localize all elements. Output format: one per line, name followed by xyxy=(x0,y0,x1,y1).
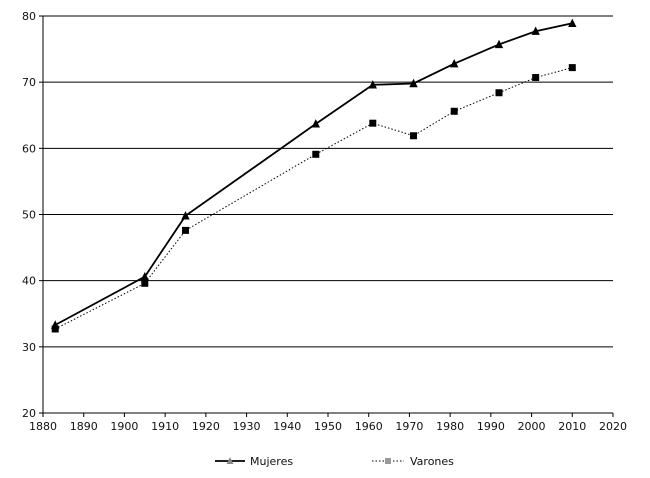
x-tick-label: 1930 xyxy=(233,420,261,433)
series-line-varones xyxy=(54,67,573,330)
legend-marker-mujeres xyxy=(226,457,234,464)
legend-item-varones: Varones xyxy=(372,455,454,468)
data-point-mujeres xyxy=(494,39,504,49)
x-tick-label: 1940 xyxy=(273,420,301,433)
x-tick-label: 1900 xyxy=(110,420,138,433)
legend-marker-varones xyxy=(385,458,391,464)
data-point-varones xyxy=(450,107,458,115)
data-point-mujeres xyxy=(140,271,149,281)
legend-label-varones: Varones xyxy=(410,455,454,468)
data-point-varones xyxy=(141,279,149,287)
y-axis-ticks: 20 30 40 50 60 70 80 xyxy=(22,10,43,420)
data-point-mujeres xyxy=(450,58,459,68)
series-line-mujeres xyxy=(54,22,573,326)
data-point-varones xyxy=(369,119,377,127)
data-point-varones xyxy=(182,226,189,234)
data-point-varones xyxy=(532,74,540,82)
data-point-mujeres xyxy=(368,80,377,89)
data-point-mujeres xyxy=(409,78,418,88)
legend-label-mujeres: Mujeres xyxy=(250,455,293,468)
y-tick-label: 30 xyxy=(22,341,36,354)
x-tick-label: 1970 xyxy=(395,420,423,433)
y-tick-label: 70 xyxy=(22,76,36,89)
x-tick-label: 1960 xyxy=(355,420,383,433)
x-tick-label: 2020 xyxy=(599,420,627,433)
data-point-varones xyxy=(312,150,320,158)
data-point-mujeres xyxy=(181,211,190,220)
data-point-varones xyxy=(495,89,503,97)
x-axis-ticks: 1880 1890 1900 1910 1920 1930 1940 1950 1960 1970… xyxy=(29,413,627,433)
y-tick-label: 20 xyxy=(22,407,36,420)
x-tick-label: 1990 xyxy=(477,420,505,433)
y-tick-label: 50 xyxy=(22,209,36,222)
data-point-mujeres xyxy=(531,26,540,35)
series-varones xyxy=(51,64,576,333)
y-tick-label: 60 xyxy=(22,142,36,155)
x-tick-label: 1980 xyxy=(436,420,464,433)
y-tick-label: 40 xyxy=(22,275,36,288)
data-point-varones xyxy=(51,325,59,333)
data-point-mujeres xyxy=(311,119,320,128)
y-tick-label: 80 xyxy=(22,10,36,23)
x-tick-label: 2010 xyxy=(558,420,586,433)
x-tick-label: 1880 xyxy=(29,420,57,433)
legend-item-mujeres: Mujeres xyxy=(215,455,293,468)
x-tick-label: 1950 xyxy=(314,420,342,433)
x-tick-label: 1890 xyxy=(70,420,98,433)
grid-lines xyxy=(43,15,613,414)
data-point-mujeres xyxy=(568,18,577,27)
x-tick-label: 2000 xyxy=(518,420,546,433)
series-group xyxy=(51,18,577,333)
series-mujeres xyxy=(51,18,577,329)
data-point-varones xyxy=(568,64,576,72)
data-point-varones xyxy=(410,132,417,140)
legend: Mujeres Varones xyxy=(215,455,454,468)
x-tick-label: 1910 xyxy=(151,420,179,433)
x-tick-label: 1920 xyxy=(192,420,220,433)
